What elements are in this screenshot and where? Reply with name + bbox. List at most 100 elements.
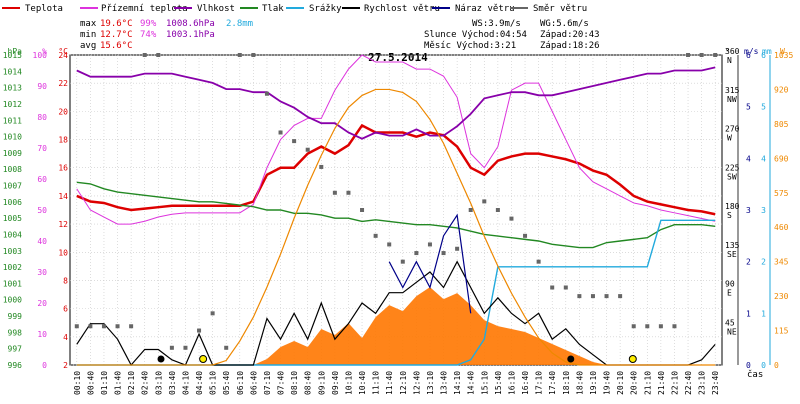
moon-rise-info: Měsíc Východ:3:21 <box>424 41 516 51</box>
pressure-axis-tick: 1014 <box>3 67 22 76</box>
wind-direction-point <box>414 251 419 256</box>
legend-srazky: Srážky <box>309 4 342 14</box>
rain-axis-tick: 4 <box>761 154 766 163</box>
x-tick-label: 01:10 <box>100 371 109 395</box>
pressure-axis-tick: 1011 <box>3 116 22 125</box>
x-axis-label: čas <box>747 369 763 380</box>
x-tick-label: 05:40 <box>222 371 231 395</box>
temperature-axis-tick: 2 <box>63 361 68 370</box>
humidity-axis-tick: 70 <box>37 144 47 153</box>
temperature-axis-tick: 8 <box>63 276 68 285</box>
x-tick-label: 19:10 <box>589 371 598 395</box>
x-tick-label: 12:40 <box>412 371 421 395</box>
wind-direction-point <box>550 285 555 290</box>
wind-direction-point <box>224 345 229 350</box>
wind-speed-axis-tick: 6 <box>746 51 751 60</box>
temperature-axis-tick: 24 <box>58 51 68 60</box>
pressure-axis-tick: 1004 <box>3 230 22 239</box>
x-tick-label: 23:40 <box>711 371 720 395</box>
rain-axis-tick: 1 <box>761 309 766 318</box>
wind-direction-point <box>101 324 106 329</box>
wind-direction-point <box>88 324 93 329</box>
sun-moon-markers <box>157 355 637 363</box>
stat-max-label: max <box>80 19 97 29</box>
direction-axis-tick: 180 <box>725 202 740 211</box>
x-tick-label: 10:10 <box>344 371 353 395</box>
stat-avg-label: avg <box>80 41 96 51</box>
legend-teplota: Teplota <box>25 4 63 14</box>
wind-direction-point <box>455 246 460 251</box>
x-tick-label: 13:10 <box>426 371 435 395</box>
pressure-axis-tick: 1009 <box>3 149 22 158</box>
humidity-axis-tick: 40 <box>37 237 47 246</box>
pressure-axis-tick: 999 <box>8 312 23 321</box>
temperature-axis-tick: 10 <box>58 248 68 257</box>
x-tick-label: 18:40 <box>575 371 584 395</box>
wind-direction-point <box>590 294 595 299</box>
x-tick-label: 22:40 <box>684 371 693 395</box>
wind-direction-point <box>686 53 691 57</box>
x-tick-label: 17:10 <box>535 371 544 395</box>
x-tick-label: 09:10 <box>317 371 326 395</box>
direction-axis-name: NE <box>727 327 737 336</box>
x-tick-label: 14:10 <box>453 371 462 395</box>
x-tick-label: 02:40 <box>141 371 150 395</box>
sun-elevation-line <box>76 88 716 366</box>
wind-direction-point <box>523 233 528 238</box>
x-tick-label: 17:40 <box>548 371 557 395</box>
wind-direction-point <box>237 53 242 57</box>
pressure-axis-tick: 996 <box>8 361 23 370</box>
sunset-marker <box>628 355 637 363</box>
radiation-axis-tick: 575 <box>774 189 789 198</box>
pressure-axis-tick: 997 <box>8 345 23 354</box>
wind-direction-point <box>577 294 582 299</box>
wind-speed-axis-tick: 0 <box>746 361 751 370</box>
wind-speed-axis-unit: m/s <box>744 47 759 56</box>
wind-direction-point <box>264 91 269 96</box>
temperature-axis-tick: 16 <box>58 164 68 173</box>
wind-direction-point <box>427 242 432 247</box>
pressure-axis-tick: 998 <box>8 328 23 337</box>
stat-max-rain: 2.8mm <box>226 19 253 29</box>
wind-direction-point <box>305 147 310 152</box>
pressure-axis-tick: 1003 <box>3 247 22 256</box>
sun-rise-info: Slunce Východ:04:54 <box>424 30 527 40</box>
wind-direction-point <box>468 208 473 212</box>
legend-rychlost: Rychlost větru <box>364 4 440 14</box>
x-tick-label: 19:40 <box>603 371 612 395</box>
stat-max-humidity: 99% <box>140 19 157 29</box>
stat-avg-temp: 15.6°C <box>100 41 133 51</box>
x-tick-label: 10:40 <box>358 371 367 395</box>
pressure-axis-tick: 1007 <box>3 182 22 191</box>
stat-min-label: min <box>80 30 96 40</box>
temperature-axis-tick: 14 <box>58 192 68 201</box>
moonset-marker <box>567 355 575 363</box>
intensity-area-path <box>76 287 716 365</box>
wind-speed-info: WS:3.9m/s <box>472 19 521 29</box>
x-tick-label: 14:40 <box>467 371 476 395</box>
direction-axis-tick: 270 <box>725 125 740 134</box>
radiation-axis-tick: 230 <box>774 292 789 301</box>
wind-direction-point <box>563 285 568 290</box>
x-tick-label: 03:40 <box>168 371 177 395</box>
intensity-area <box>76 287 716 365</box>
wind-speed-axis-tick: 3 <box>746 206 751 215</box>
temperature-axis-tick: 20 <box>58 107 68 116</box>
x-tick-label: 05:10 <box>209 371 218 395</box>
wind-direction-points <box>74 53 718 350</box>
x-tick-label: 13:40 <box>440 371 449 395</box>
rain-axis-unit: mm <box>762 47 772 56</box>
rain-axis-tick: 2 <box>761 258 766 267</box>
legend: Teplota Přízemní teplota Vlhkost Tlak Sr… <box>2 4 587 14</box>
pressure-axis-tick: 1005 <box>3 214 22 223</box>
wind-direction-point <box>169 345 174 350</box>
axes: 00:10 00:40 01:10 01:40 02:10 02:40 03:10 03:40… <box>3 47 794 395</box>
x-tick-label: 20:10 <box>616 371 625 395</box>
pressure-axis-tick: 1008 <box>3 165 22 174</box>
wind-direction-point <box>156 53 161 57</box>
humidity-axis-tick: 100 <box>33 51 48 60</box>
x-tick-label: 06:10 <box>236 371 245 395</box>
humidity-line <box>76 66 716 140</box>
sunrise-marker <box>199 355 208 363</box>
temperature-line <box>76 123 716 216</box>
